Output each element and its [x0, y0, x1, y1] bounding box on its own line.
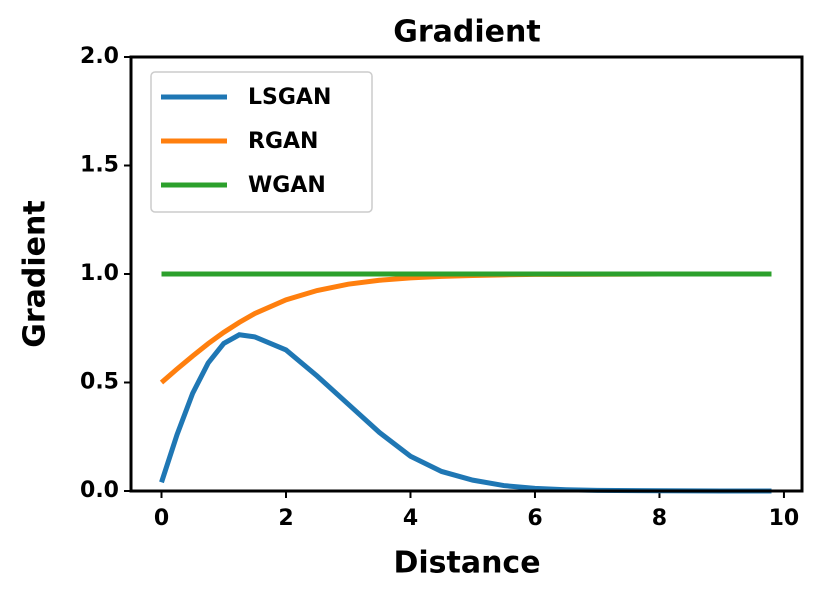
plot-frame [129, 55, 804, 493]
x-axis-label: Distance [393, 546, 540, 581]
y-tick-label: 0.5 [80, 370, 119, 395]
legend-box [150, 71, 373, 213]
legend-label: LSGAN [248, 85, 331, 110]
line [159, 271, 772, 385]
x-tick-label: 8 [652, 506, 667, 531]
chart-title: Gradient [393, 15, 540, 50]
line [159, 332, 772, 494]
x-tick-label: 10 [769, 506, 800, 531]
y-tick-label: 1.0 [80, 261, 119, 286]
y-tick-label: 2.0 [80, 44, 119, 69]
x-tick-label: 0 [154, 506, 169, 531]
x-tick-label: 4 [403, 506, 418, 531]
x-tick-label: 2 [278, 506, 293, 531]
x-tick-label: 6 [527, 506, 542, 531]
legend-label: RGAN [248, 129, 318, 154]
y-tick-label: 1.5 [80, 153, 119, 178]
y-tick-label: 0.0 [80, 478, 119, 503]
legend-label: WGAN [248, 173, 326, 198]
y-axis-label: Gradient [18, 200, 53, 347]
